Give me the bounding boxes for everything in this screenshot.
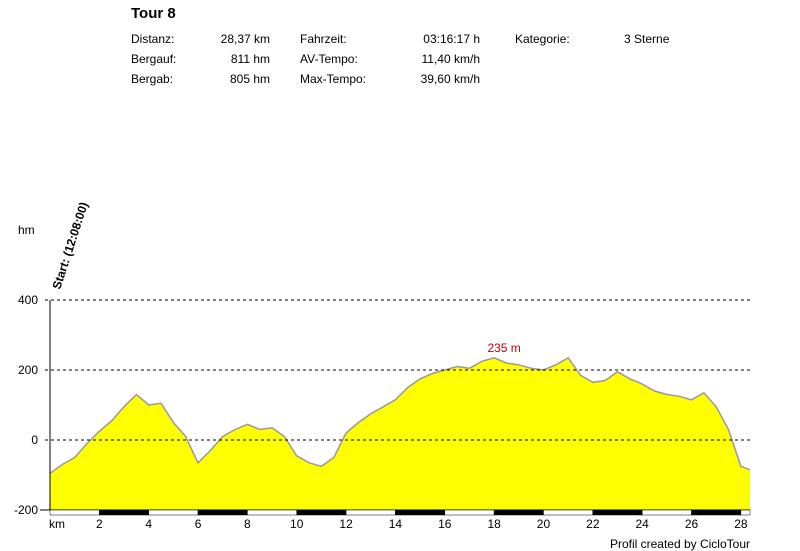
x-tick-label: 24	[635, 517, 649, 531]
x-tick-label: 14	[389, 517, 403, 531]
km-bar-segment	[493, 509, 544, 516]
start-label: Start: (12:08:00)	[50, 200, 91, 291]
x-tick-label: 12	[339, 517, 353, 531]
stat-label-bergauf: Bergauf:	[131, 52, 177, 66]
x-tick-label: 10	[290, 517, 304, 531]
km-bar-segment	[444, 509, 495, 516]
km-bar-segment	[197, 509, 248, 516]
km-bar-segment	[592, 509, 643, 516]
km-bar-segment	[148, 509, 199, 516]
y-tick-label: -200	[14, 503, 38, 517]
stat-value-bergauf: 811 hm	[230, 52, 270, 66]
x-tick-label: 28	[734, 517, 748, 531]
x-tick-label: 16	[438, 517, 452, 531]
km-bar-segment	[543, 509, 594, 516]
x-axis-label: km	[49, 517, 65, 531]
x-tick-label: 18	[487, 517, 501, 531]
km-bar-segment	[49, 509, 100, 516]
km-bar-segment	[641, 509, 692, 516]
x-tick-label: 6	[195, 517, 202, 531]
km-bar-segment	[395, 509, 446, 516]
km-bar-segment	[99, 509, 149, 516]
x-tick-label: 22	[586, 517, 600, 531]
km-bar-segment	[247, 509, 297, 516]
x-tick-label: 2	[96, 517, 103, 531]
tour-title: Tour 8	[131, 5, 176, 22]
y-tick-label: 0	[31, 433, 38, 447]
stat-value-max-tempo: 39,60 km/h	[420, 72, 480, 86]
stat-value-fahrzeit: 03:16:17 h	[423, 32, 480, 46]
elevation-area	[50, 357, 750, 510]
x-tick-label: 26	[685, 517, 699, 531]
credit-text: Profil created by CicloTour	[609, 537, 750, 551]
km-bar-segment	[345, 509, 396, 516]
y-tick-label: 400	[18, 293, 38, 307]
stat-label-distanz: Distanz:	[131, 32, 175, 46]
km-bar-segment	[691, 509, 742, 516]
x-tick-label: 4	[145, 517, 152, 531]
x-tick-label: 8	[244, 517, 251, 531]
stat-value-kategorie: 3 Sterne	[624, 32, 670, 46]
stat-label-kategorie: Kategorie:	[515, 32, 570, 46]
y-axis-label: hm	[18, 223, 35, 237]
km-bar-segment	[740, 509, 751, 516]
stat-label-fahrzeit: Fahrzeit:	[300, 32, 347, 46]
peak-label: 235 m	[487, 341, 520, 355]
stat-label-av-tempo: AV-Tempo:	[300, 52, 358, 66]
y-tick-label: 200	[18, 363, 38, 377]
km-bar-segment	[296, 509, 347, 516]
stat-value-bergab: 805 hm	[229, 72, 270, 86]
stat-label-bergab: Bergab:	[131, 72, 174, 86]
stat-value-distanz: 28,37 km	[220, 32, 270, 46]
elevation-line	[49, 356, 751, 474]
stat-value-av-tempo: 11,40 km/h	[421, 52, 480, 66]
stat-label-max-tempo: Max-Tempo:	[300, 72, 367, 86]
x-tick-label: 20	[537, 517, 551, 531]
